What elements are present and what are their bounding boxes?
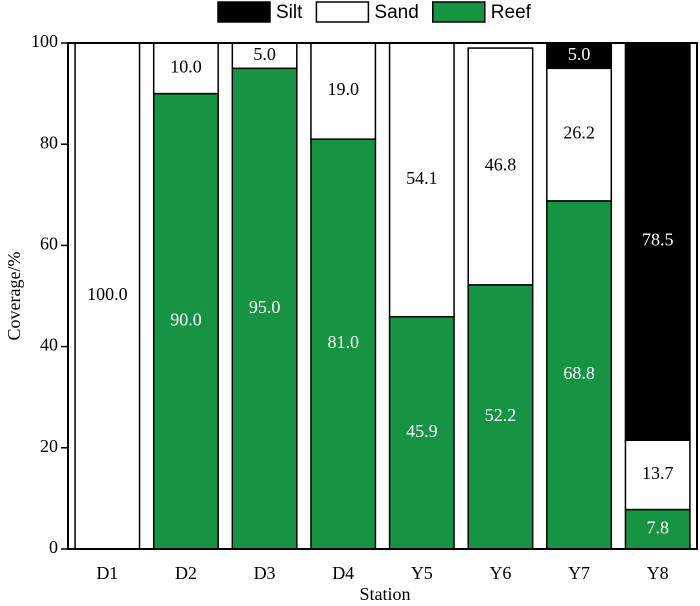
bar-segment <box>231 42 298 70</box>
bar-segment <box>152 42 219 95</box>
legend-label: Silt <box>276 2 303 23</box>
value-label: 26.2 <box>563 123 595 143</box>
x-tick-label: D4 <box>332 563 354 583</box>
y-tick-label: 80 <box>40 132 58 152</box>
value-label: 78.5 <box>642 230 674 250</box>
bar-segment <box>388 42 455 318</box>
x-tick-label: Y7 <box>568 563 590 583</box>
bar-segment <box>624 439 691 511</box>
bar-segment <box>388 315 455 550</box>
value-label: 100.0 <box>87 284 128 304</box>
bar-segment <box>624 42 691 441</box>
x-tick-label: Y6 <box>489 563 511 583</box>
bar-segment <box>546 200 613 550</box>
y-axis-title: Coverage/% <box>4 252 24 341</box>
bar-segment <box>467 284 534 550</box>
plot-frame <box>67 42 698 550</box>
value-label: 81.0 <box>327 332 359 352</box>
bar-segment <box>310 138 377 550</box>
y-tick-label: 40 <box>40 335 58 355</box>
legend-swatch <box>217 1 271 23</box>
bar-segment <box>152 92 219 550</box>
value-label: 5.0 <box>253 44 276 64</box>
value-label: 45.9 <box>406 421 438 441</box>
x-tick-label: D1 <box>96 563 118 583</box>
bar-segment <box>546 67 613 202</box>
x-tick-label: D3 <box>254 563 276 583</box>
value-label: 10.0 <box>170 56 202 76</box>
value-label: 7.8 <box>646 517 669 537</box>
value-label: 90.0 <box>170 309 202 329</box>
x-axis-title: Station <box>359 584 410 604</box>
value-label: 5.0 <box>568 44 591 64</box>
bar-segment <box>310 42 377 140</box>
value-label: 95.0 <box>249 297 281 317</box>
x-tick-label: Y8 <box>647 563 669 583</box>
legend-swatch <box>315 1 370 23</box>
value-label: 19.0 <box>327 79 359 99</box>
value-label: 52.2 <box>485 405 517 425</box>
value-label: 13.7 <box>642 463 674 483</box>
x-tick-label: Y5 <box>411 563 433 583</box>
y-tick-label: 100 <box>31 31 58 51</box>
y-tick-label: 60 <box>40 234 58 254</box>
bar-segment <box>467 47 534 286</box>
x-tick-label: D2 <box>175 563 197 583</box>
y-tick-label: 20 <box>40 436 58 456</box>
value-label: 46.8 <box>485 155 517 175</box>
legend-label: Reef <box>491 2 532 23</box>
y-tick-label: 0 <box>49 537 58 557</box>
legend-swatch <box>432 1 486 23</box>
value-label: 54.1 <box>406 168 438 188</box>
legend-label: Sand <box>374 2 418 23</box>
value-label: 68.8 <box>563 363 595 383</box>
bar-segment <box>546 42 613 70</box>
bar-segment <box>624 508 691 550</box>
